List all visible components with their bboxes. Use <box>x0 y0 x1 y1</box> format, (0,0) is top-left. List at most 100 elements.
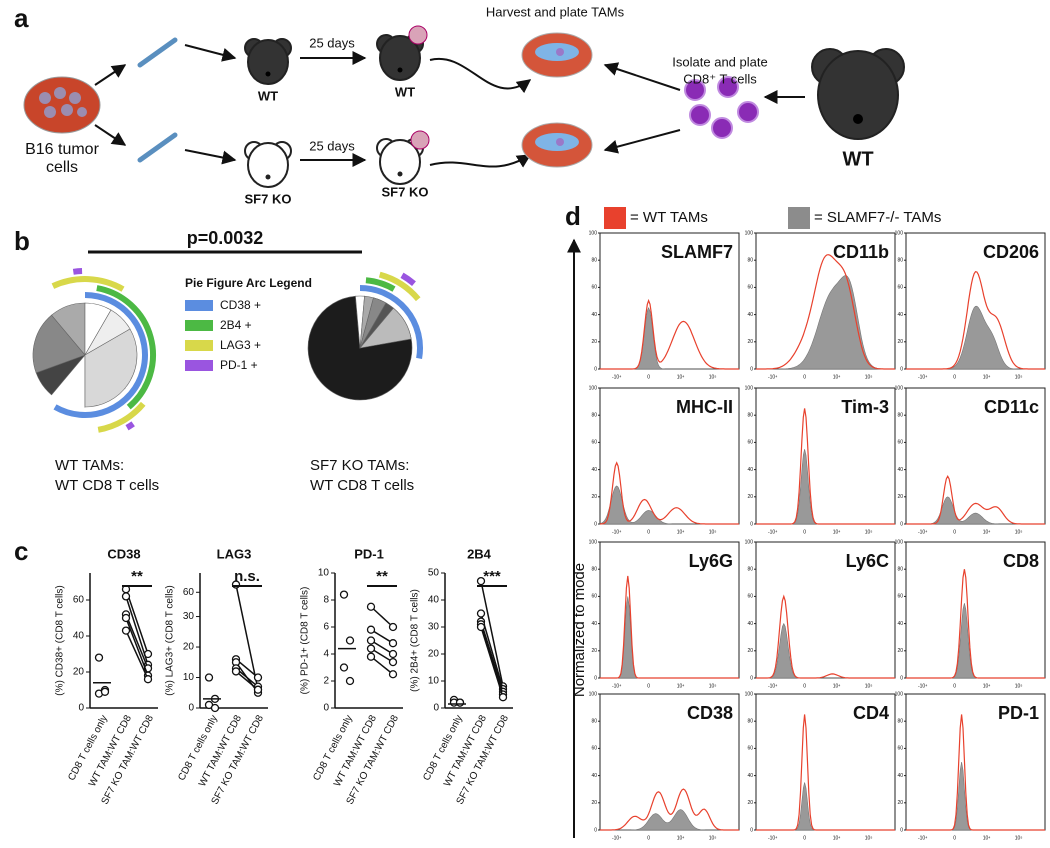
x-tick-label: -10⁴ <box>918 529 927 535</box>
x-tick-label: 10⁴ <box>983 374 991 380</box>
y-tick-label: 30 <box>428 622 440 633</box>
arrow <box>603 62 681 91</box>
y-tick-label: 2 <box>323 676 329 687</box>
y-tick-label: 40 <box>591 312 597 318</box>
y-tick-label: 80 <box>897 719 903 725</box>
x-tick-label: 0 <box>953 835 956 841</box>
x-tick-label: 10⁴ <box>677 374 685 380</box>
slamf7-ko-histogram <box>906 761 1045 831</box>
y-tick-label: 20 <box>747 648 753 654</box>
dot <box>345 676 355 686</box>
y-tick-label: 100 <box>745 230 754 236</box>
y-tick-label: 80 <box>897 258 903 264</box>
x-tick-label: 0 <box>803 374 806 380</box>
y-tick-label: 20 <box>747 339 753 345</box>
mouse <box>376 138 424 185</box>
x-tick-label: 10⁴ <box>983 683 991 689</box>
pair-line <box>235 584 259 690</box>
dot <box>121 626 131 635</box>
y-tick-label: 40 <box>897 621 903 627</box>
pair-line <box>480 621 504 693</box>
y-tick-label: 20 <box>897 800 903 806</box>
y-tick-label: 80 <box>591 719 597 725</box>
y-tick-label: 6 <box>323 622 329 633</box>
mouse-body <box>379 35 421 81</box>
pie-arc <box>72 268 83 275</box>
y-tick-label: 100 <box>745 539 754 545</box>
t-cells-art <box>684 76 759 139</box>
legend-swatch <box>185 320 213 331</box>
marker-label: CD4 <box>853 703 889 723</box>
x-tick-label: 0 <box>803 529 806 535</box>
y-tick-label: 100 <box>895 385 904 391</box>
y-tick-label: 20 <box>747 800 753 806</box>
y-tick-label: 30 <box>183 611 195 622</box>
dot <box>388 670 398 679</box>
pair-line <box>370 656 394 675</box>
pair-line <box>480 580 504 687</box>
significance: ** <box>376 568 388 585</box>
pair-line <box>480 626 504 698</box>
mouse-nose <box>853 114 863 124</box>
y-tick-label: 0 <box>900 827 903 833</box>
x-tick-label: 10⁵ <box>709 835 717 841</box>
harvest-label: Harvest and plate TAMs <box>486 4 625 19</box>
slamf7-ko-histogram <box>600 809 739 831</box>
pie-arc <box>365 277 396 292</box>
pie-caption: SF7 KO TAMs: <box>310 457 409 474</box>
y-tick-label: 20 <box>897 494 903 500</box>
plot-title: LAG3 <box>217 546 252 561</box>
significance: n.s. <box>234 568 260 585</box>
x-tick-label: -10⁴ <box>612 683 621 689</box>
pie-arc <box>53 292 148 418</box>
y-tick-label: 100 <box>589 230 598 236</box>
arrow <box>184 149 237 165</box>
mouse <box>244 141 292 188</box>
marker-label: Ly6C <box>846 551 889 571</box>
y-tick-label: 100 <box>895 539 904 545</box>
y-tick-label: 60 <box>747 746 753 752</box>
tumor <box>410 130 430 150</box>
x-tick-label: 10⁴ <box>677 835 685 841</box>
mouse-body <box>247 142 289 188</box>
wt-histogram <box>599 461 739 525</box>
dot <box>366 652 376 661</box>
marker-label: CD38 <box>687 703 733 723</box>
y-tick-label: 40 <box>591 621 597 627</box>
x-tick-label: 10⁵ <box>865 374 873 380</box>
wt-histogram <box>906 271 1045 370</box>
x-tick-label: -10⁴ <box>612 835 621 841</box>
y-tick-label: 60 <box>183 587 195 598</box>
pie-arc <box>378 271 421 302</box>
legend-swatch <box>185 300 213 311</box>
dot <box>366 636 376 645</box>
y-tick-label: 60 <box>897 746 903 752</box>
days-label: 25 days <box>309 138 355 153</box>
pair-line <box>125 617 149 676</box>
dot <box>388 649 398 659</box>
slamf7-ko-histogram <box>756 449 895 525</box>
x-tick-label: -10⁴ <box>768 529 777 535</box>
mouse-label: WT <box>258 88 278 103</box>
x-tick-label: 10⁴ <box>983 835 991 841</box>
dot <box>121 613 131 623</box>
x-tick-label: 10⁵ <box>1015 683 1023 689</box>
y-tick-label: 20 <box>73 667 85 678</box>
y-tick-label: 20 <box>747 494 753 500</box>
x-tick-label: 0 <box>647 374 650 380</box>
legend-swatch <box>185 340 213 351</box>
panel-letter: b <box>14 226 30 256</box>
y-tick-label: 100 <box>589 539 598 545</box>
arrow <box>429 154 532 168</box>
mouse <box>811 48 905 140</box>
x-tick-label: 10⁵ <box>865 683 873 689</box>
wt-histogram <box>600 575 739 679</box>
slamf7-ko-histogram <box>600 307 739 370</box>
tumor-cells-art <box>39 87 87 118</box>
y-tick-label: 10 <box>428 676 440 687</box>
y-tick-label: 80 <box>591 413 597 419</box>
marker-label: SLAMF7 <box>661 242 733 262</box>
y-tick-label: 40 <box>73 631 85 642</box>
syringe <box>137 37 178 163</box>
x-tick-label: -10⁴ <box>612 529 621 535</box>
